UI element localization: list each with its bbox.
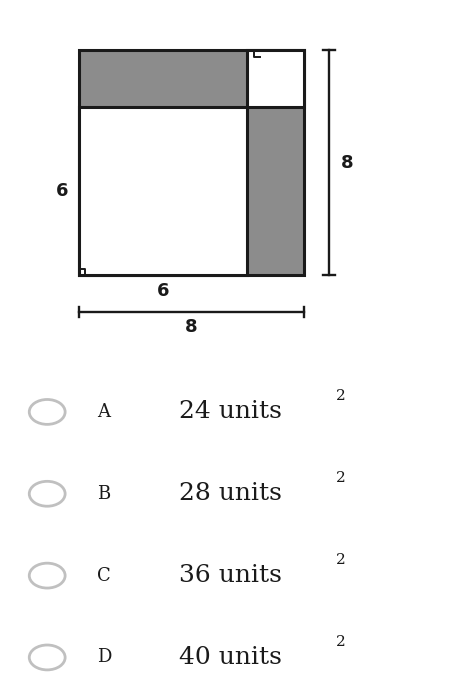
Text: A: A (97, 403, 110, 421)
Text: C: C (97, 567, 111, 584)
Bar (79, 106, 247, 276)
Text: 28 units: 28 units (179, 482, 282, 505)
Text: 6: 6 (157, 282, 169, 299)
Text: 8: 8 (185, 318, 198, 336)
Text: B: B (97, 485, 110, 503)
Text: 24 units: 24 units (179, 400, 282, 424)
Text: 8: 8 (341, 154, 354, 172)
Text: 2: 2 (336, 471, 346, 485)
Bar (79, 50, 303, 276)
Text: 40 units: 40 units (179, 646, 282, 669)
Text: 2: 2 (336, 389, 346, 403)
Text: 2: 2 (336, 635, 346, 649)
Text: D: D (97, 649, 111, 666)
Bar (247, 50, 303, 106)
Text: 2: 2 (336, 553, 346, 567)
Text: 36 units: 36 units (179, 564, 282, 587)
Text: 6: 6 (56, 182, 68, 200)
